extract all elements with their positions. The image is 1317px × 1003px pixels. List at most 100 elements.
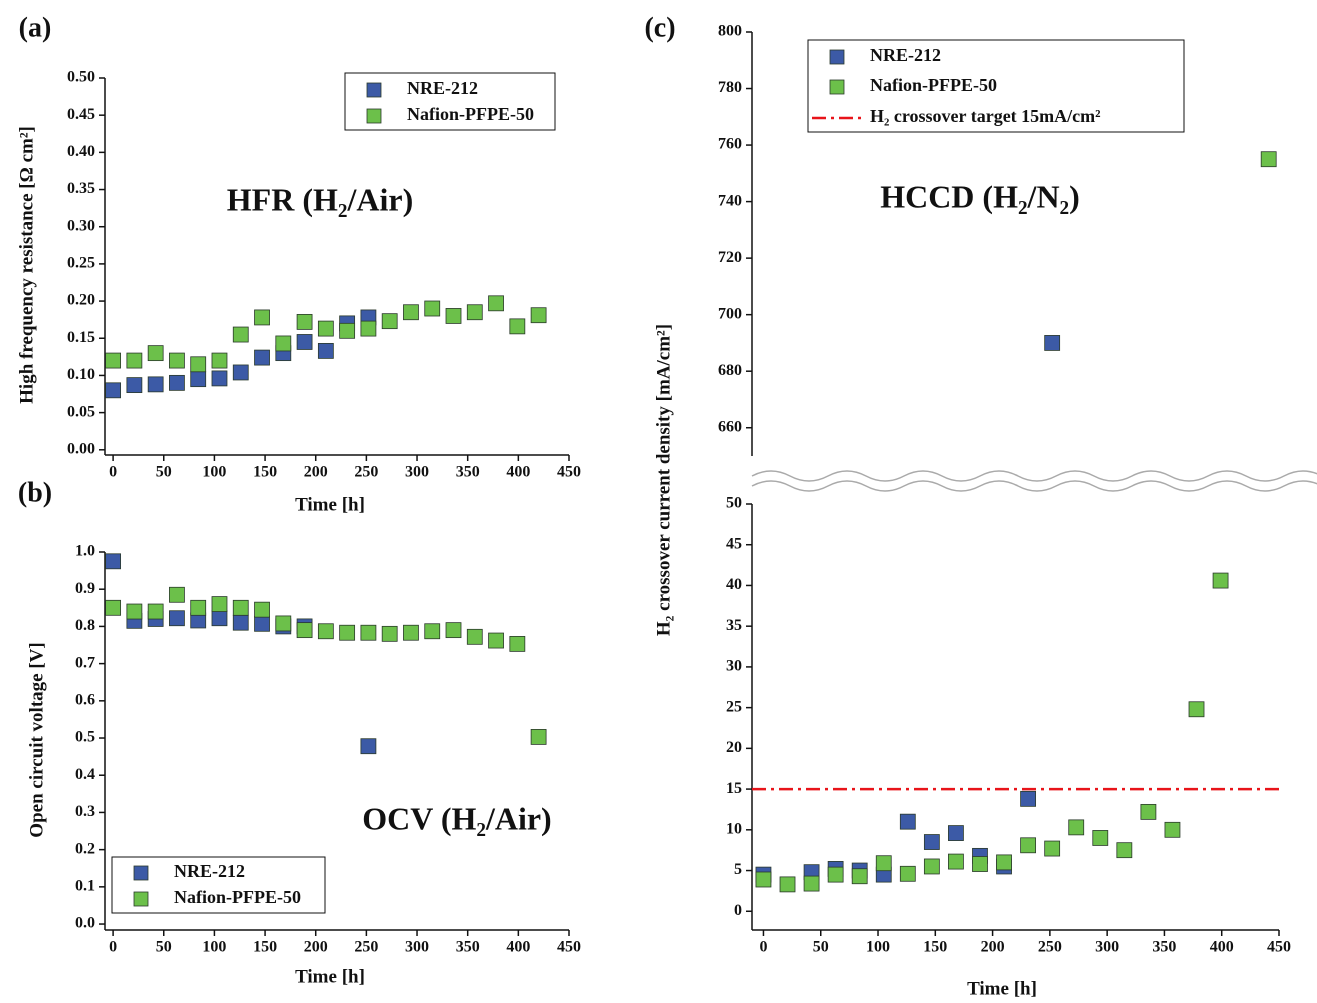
annotation: HFR (H₂/Air) bbox=[227, 181, 413, 217]
x-tick-label: 100 bbox=[866, 939, 890, 956]
legend-swatch bbox=[366, 108, 382, 124]
marker bbox=[254, 309, 270, 326]
marker bbox=[381, 313, 398, 330]
y-tick-label: 720 bbox=[718, 249, 742, 266]
marker bbox=[275, 335, 292, 352]
marker bbox=[948, 853, 964, 870]
marker bbox=[147, 345, 164, 362]
marker bbox=[232, 599, 249, 616]
x-axis-label: Time [h] bbox=[967, 978, 1037, 999]
y-tick-label: 35 bbox=[726, 617, 742, 634]
y-tick-label: 0.35 bbox=[67, 180, 95, 197]
marker bbox=[275, 615, 292, 632]
marker bbox=[509, 635, 526, 652]
marker bbox=[403, 304, 419, 321]
y-axis-label: High frequency resistance [Ω cm²] bbox=[16, 126, 37, 404]
x-tick-label: 200 bbox=[304, 939, 328, 956]
marker bbox=[147, 376, 164, 393]
marker bbox=[296, 334, 313, 350]
x-tick-label: 350 bbox=[456, 939, 480, 956]
marker bbox=[147, 603, 164, 620]
legend-label: Nafion-PFPE-50 bbox=[174, 887, 301, 907]
panel-label: (a) bbox=[19, 12, 52, 43]
marker bbox=[254, 601, 270, 618]
marker bbox=[1164, 821, 1181, 838]
marker bbox=[466, 628, 483, 645]
y-tick-label: 0.4 bbox=[75, 766, 95, 783]
y-tick-label: 0.20 bbox=[67, 292, 95, 309]
legend-label: Nafion-PFPE-50 bbox=[870, 75, 997, 95]
marker bbox=[211, 610, 228, 627]
legend-label: NRE-212 bbox=[174, 861, 245, 881]
marker bbox=[899, 865, 916, 882]
marker bbox=[1188, 701, 1205, 718]
marker bbox=[509, 318, 526, 335]
marker bbox=[530, 729, 547, 745]
y-axis-label: Open circuit voltage [V] bbox=[26, 642, 47, 837]
y-tick-label: 40 bbox=[726, 576, 742, 593]
x-tick-label: 150 bbox=[253, 464, 277, 481]
y-tick-label: 10 bbox=[726, 820, 742, 837]
marker bbox=[875, 855, 892, 872]
legend-swatch bbox=[366, 82, 382, 98]
marker bbox=[1092, 830, 1109, 846]
y-tick-label: 0.6 bbox=[75, 691, 95, 708]
y-tick-label: 0.10 bbox=[67, 366, 95, 383]
y-tick-label: 0.30 bbox=[67, 217, 95, 234]
y-tick-label: 800 bbox=[718, 23, 742, 40]
marker bbox=[232, 364, 249, 381]
panel-label: (b) bbox=[18, 477, 52, 508]
y-tick-label: 680 bbox=[718, 362, 742, 379]
marker bbox=[445, 622, 462, 639]
y-tick-label: 0.7 bbox=[75, 654, 95, 671]
marker bbox=[948, 825, 964, 841]
marker bbox=[851, 868, 868, 885]
legend-swatch bbox=[133, 865, 149, 881]
marker bbox=[1020, 837, 1037, 854]
y-tick-label: 0 bbox=[734, 902, 742, 919]
marker bbox=[1260, 151, 1277, 168]
y-tick-label: 25 bbox=[726, 698, 742, 715]
y-tick-label: 0.45 bbox=[67, 106, 95, 123]
marker bbox=[339, 322, 356, 339]
marker bbox=[190, 356, 207, 373]
y-tick-label: 0.00 bbox=[67, 440, 95, 457]
marker bbox=[232, 614, 249, 631]
marker bbox=[254, 615, 270, 632]
x-tick-label: 400 bbox=[1210, 939, 1234, 956]
y-tick-label: 0.0 bbox=[75, 915, 95, 932]
marker bbox=[488, 632, 504, 649]
x-tick-label: 450 bbox=[557, 939, 581, 956]
x-tick-label: 50 bbox=[156, 939, 172, 956]
y-tick-label: 660 bbox=[718, 418, 742, 435]
marker bbox=[169, 374, 185, 391]
marker bbox=[360, 738, 377, 755]
marker bbox=[317, 623, 334, 640]
x-tick-label: 0 bbox=[109, 939, 117, 956]
marker bbox=[1068, 819, 1085, 836]
marker bbox=[779, 876, 796, 893]
y-tick-label: 0.25 bbox=[67, 255, 95, 272]
panel-label: (c) bbox=[644, 12, 675, 43]
marker bbox=[803, 875, 820, 892]
x-tick-label: 300 bbox=[405, 464, 429, 481]
marker bbox=[339, 624, 356, 641]
marker bbox=[488, 295, 504, 312]
x-tick-label: 450 bbox=[557, 464, 581, 481]
y-tick-label: 30 bbox=[726, 658, 742, 675]
y-tick-label: 760 bbox=[718, 136, 742, 153]
legend-swatch bbox=[829, 79, 845, 95]
marker bbox=[360, 320, 377, 337]
marker bbox=[923, 834, 940, 850]
legend-swatch bbox=[829, 49, 845, 65]
marker bbox=[105, 382, 122, 399]
x-tick-label: 100 bbox=[202, 939, 226, 956]
x-tick-label: 250 bbox=[354, 464, 378, 481]
marker bbox=[105, 553, 122, 570]
marker bbox=[296, 313, 313, 330]
y-axis-label: H₂ crossover current density [mA/cm²] bbox=[653, 324, 674, 636]
marker bbox=[1020, 790, 1037, 807]
y-tick-label: 0.40 bbox=[67, 143, 95, 160]
x-tick-label: 200 bbox=[304, 464, 328, 481]
